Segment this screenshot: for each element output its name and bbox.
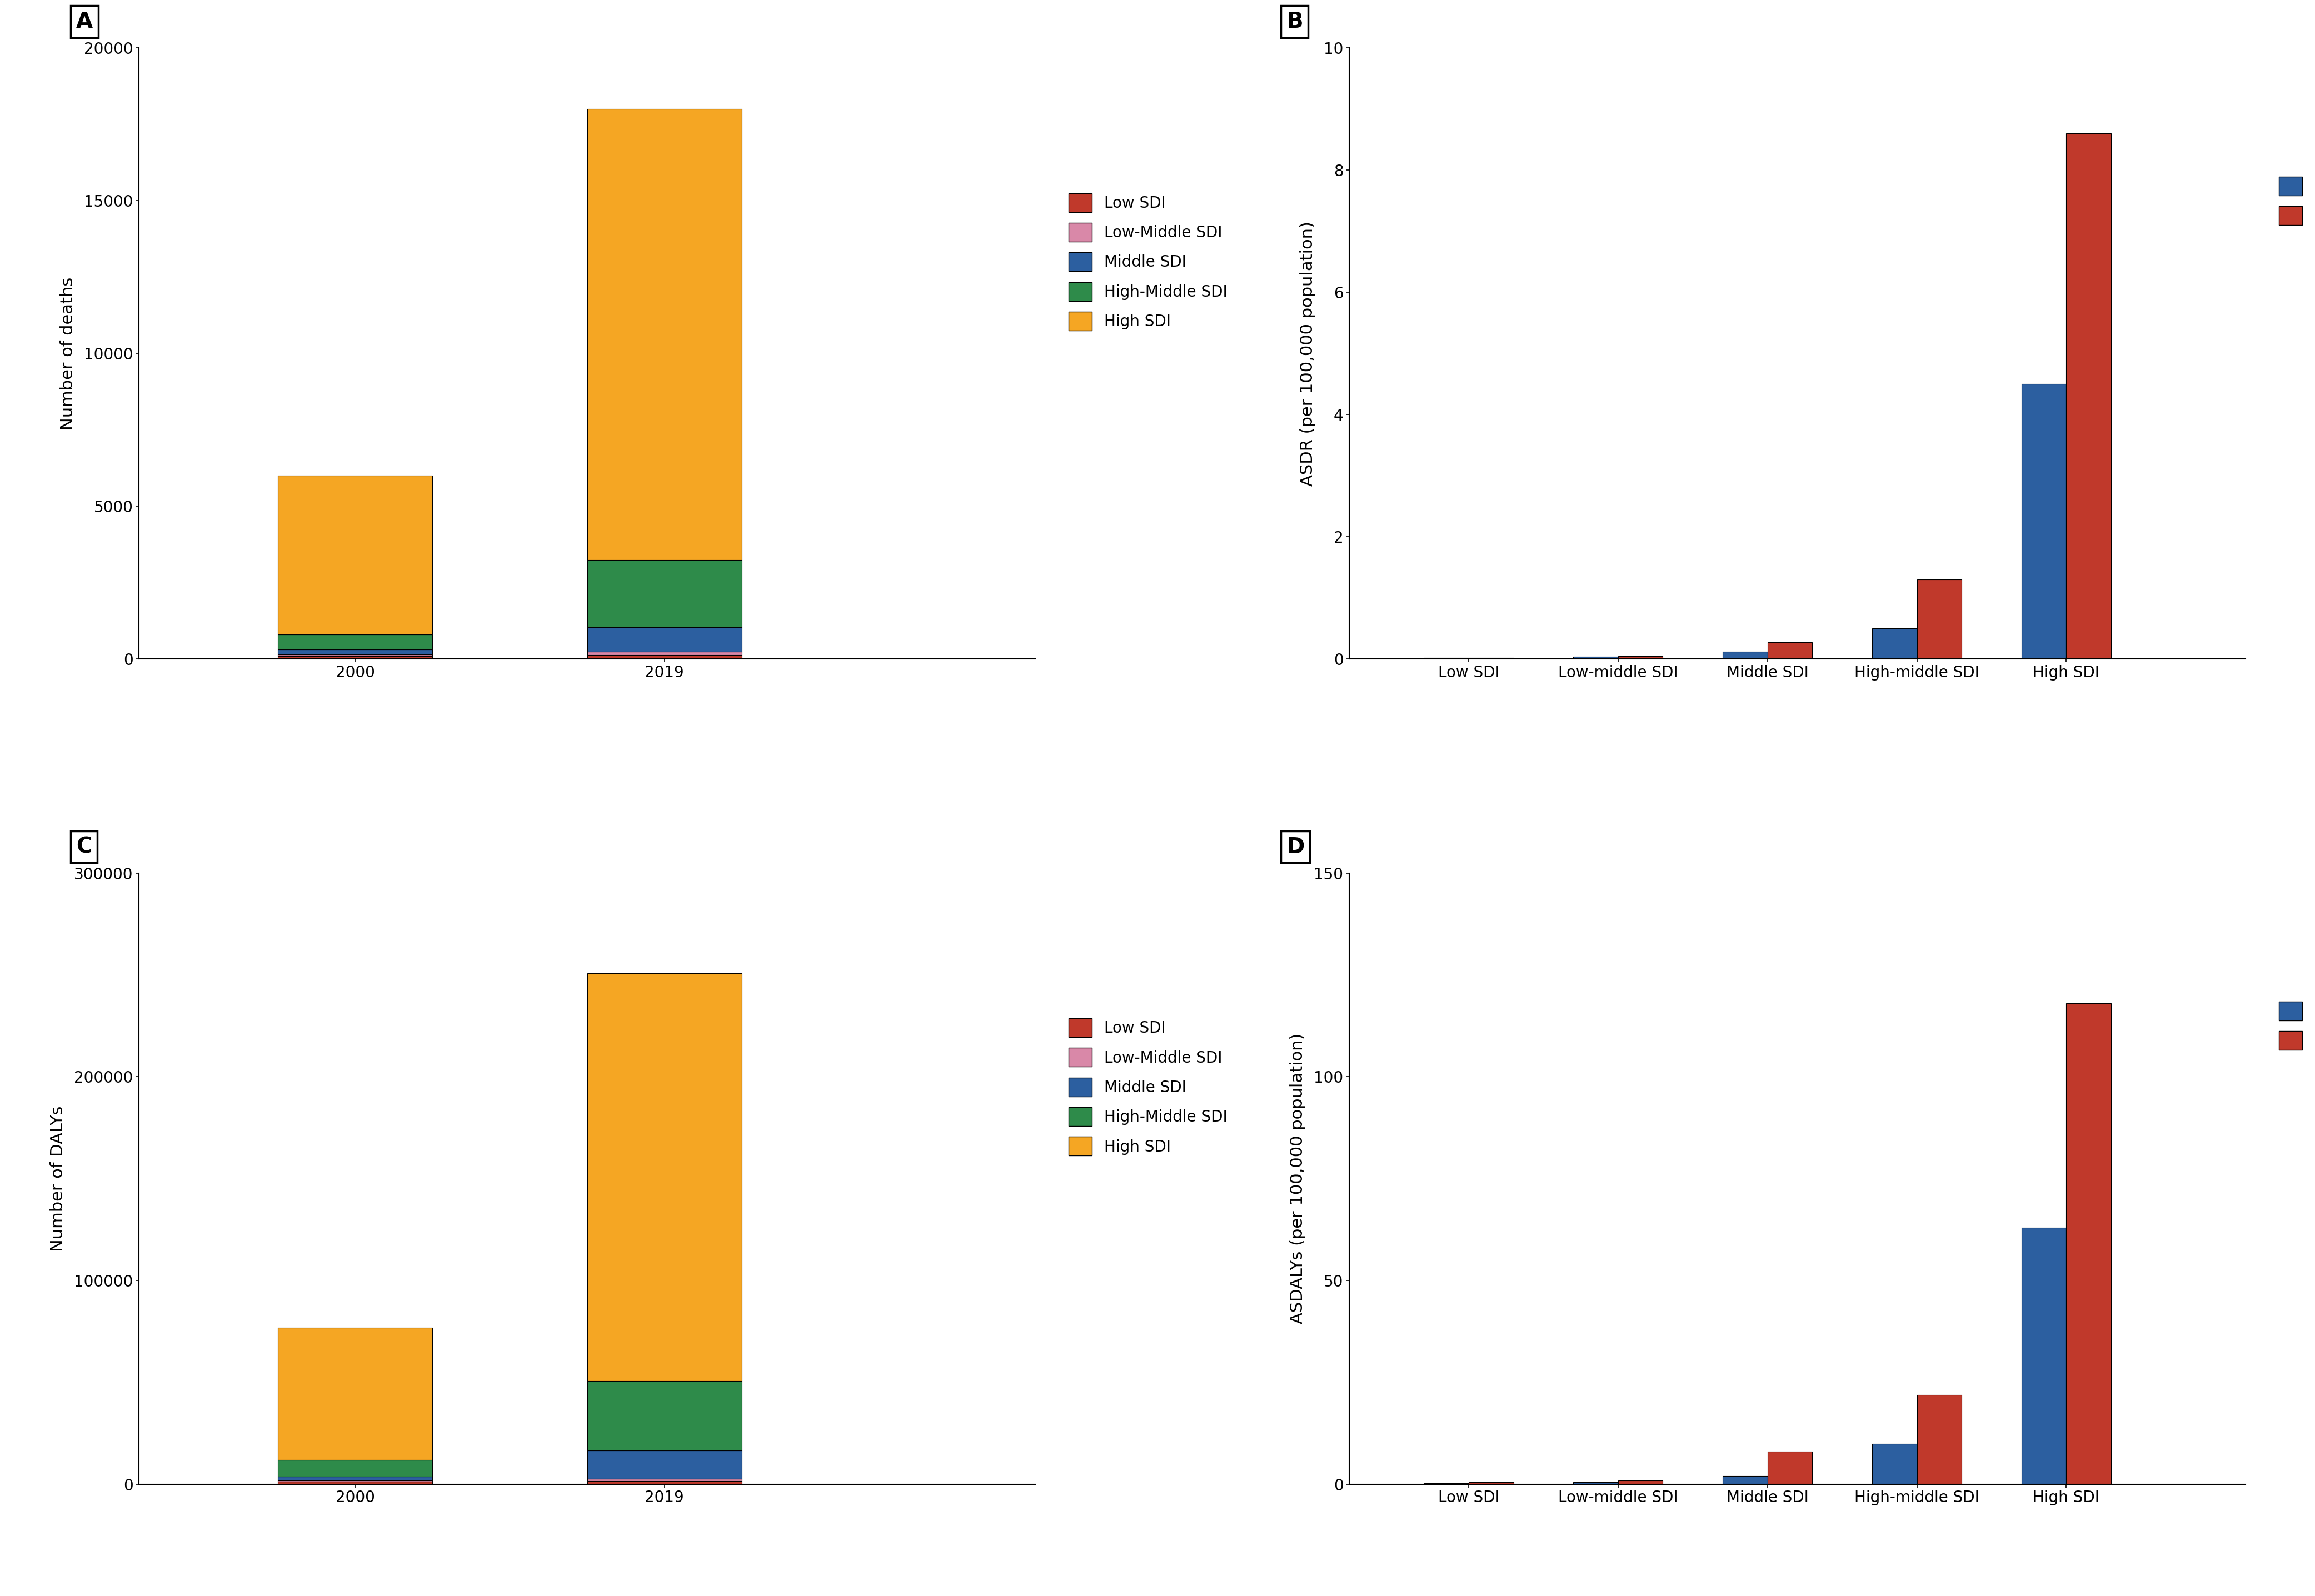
Bar <box>278 1328 433 1460</box>
Bar <box>1574 656 1618 659</box>
Text: A: A <box>76 11 93 32</box>
Legend: 2000, 2019: 2000, 2019 <box>2271 169 2315 233</box>
Bar <box>2067 1004 2111 1484</box>
Bar <box>1917 579 1961 659</box>
Bar <box>1766 642 1813 659</box>
Y-axis label: Number of DALYs: Number of DALYs <box>51 1106 67 1251</box>
Bar <box>1873 1443 1917 1484</box>
Bar <box>1618 656 1662 659</box>
Bar <box>278 1460 433 1476</box>
Bar <box>278 654 433 656</box>
Bar <box>1722 1476 1766 1484</box>
Bar <box>1468 1483 1514 1484</box>
Bar <box>588 627 741 651</box>
Bar <box>278 1481 433 1484</box>
Bar <box>278 634 433 650</box>
Text: B: B <box>1287 11 1303 32</box>
Legend: Low SDI, Low-Middle SDI, Middle SDI, High-Middle SDI, High SDI: Low SDI, Low-Middle SDI, Middle SDI, Hig… <box>1060 1010 1236 1163</box>
Text: C: C <box>76 836 93 857</box>
Bar <box>588 654 741 659</box>
Bar <box>1917 1395 1961 1484</box>
Bar <box>1722 651 1766 659</box>
Bar <box>1618 1479 1662 1484</box>
Text: D: D <box>1287 836 1303 857</box>
Legend: Low SDI, Low-Middle SDI, Middle SDI, High-Middle SDI, High SDI: Low SDI, Low-Middle SDI, Middle SDI, Hig… <box>1060 185 1236 338</box>
Bar <box>588 1381 741 1451</box>
Bar <box>2021 385 2067 659</box>
Legend: 2000, 2019: 2000, 2019 <box>2271 994 2315 1058</box>
Bar <box>2021 1227 2067 1484</box>
Bar <box>278 656 433 659</box>
Bar <box>278 650 433 654</box>
Bar <box>278 1476 433 1481</box>
Bar <box>1574 1483 1618 1484</box>
Bar <box>1766 1452 1813 1484</box>
Bar <box>588 1481 741 1484</box>
Bar <box>588 560 741 627</box>
Bar <box>278 476 433 634</box>
Bar <box>588 1479 741 1481</box>
Y-axis label: ASDR (per 100,000 population): ASDR (per 100,000 population) <box>1299 220 1315 485</box>
Bar <box>588 651 741 654</box>
Bar <box>1873 629 1917 659</box>
Y-axis label: Number of deaths: Number of deaths <box>60 278 76 429</box>
Bar <box>588 109 741 560</box>
Bar <box>2067 134 2111 659</box>
Bar <box>588 974 741 1381</box>
Y-axis label: ASDALYs (per 100,000 population): ASDALYs (per 100,000 population) <box>1289 1033 1306 1325</box>
Bar <box>588 1451 741 1479</box>
